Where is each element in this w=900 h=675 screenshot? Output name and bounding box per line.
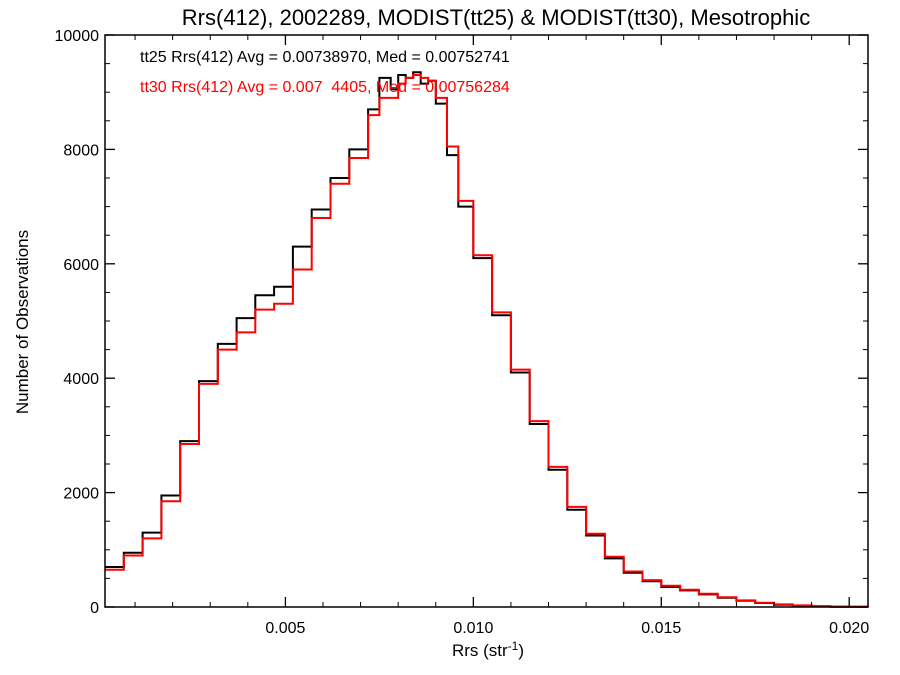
legend-entry-tt25: tt25 Rrs(412) Avg = 0.00738970, Med = 0.… bbox=[140, 49, 510, 66]
y-tick-label: 0 bbox=[90, 600, 99, 617]
x-tick-label: 0.020 bbox=[829, 620, 869, 637]
x-tick-label: 0.010 bbox=[453, 620, 493, 637]
y-axis-label: Number of Observations bbox=[13, 230, 32, 414]
chart-title: Rrs(412), 2002289, MODIST(tt25) & MODIST… bbox=[182, 5, 810, 30]
legend-entry-tt30-hidden-digit: 4 bbox=[322, 79, 331, 96]
x-axis-label-superscript: -1 bbox=[508, 639, 519, 653]
y-tick-label: 2000 bbox=[63, 486, 99, 503]
y-tick-label: 8000 bbox=[63, 142, 99, 159]
x-axis-label-main: Rrs (str bbox=[452, 641, 508, 660]
legend-entry-tt30-end: , Med = 0.00756284 bbox=[367, 79, 510, 96]
legend-entry-tt30: tt30 Rrs(412) Avg = 0.00744405, Med = 0.… bbox=[140, 79, 510, 96]
series-layer bbox=[105, 71, 869, 608]
x-axis-label-tail: ) bbox=[518, 641, 524, 660]
legend-entry-tt30-start: tt30 Rrs(412) Avg = 0.007 bbox=[140, 79, 323, 96]
x-axis-ticks: 0.005 0.010 0.015 0.020 bbox=[134, 35, 869, 637]
y-tick-label: 10000 bbox=[55, 28, 100, 45]
y-tick-label: 4000 bbox=[63, 371, 99, 388]
series-line-tt30 bbox=[105, 74, 869, 608]
x-tick-label: 0.005 bbox=[265, 620, 305, 637]
legend-entry-tt30-middle: 4405 bbox=[331, 79, 367, 96]
y-tick-label: 6000 bbox=[63, 257, 99, 274]
x-axis-label: Rrs (str-1) bbox=[452, 639, 524, 660]
y-axis-ticks: 0 2000 4000 6000 8000 10000 bbox=[55, 28, 868, 617]
x-tick-label: 0.015 bbox=[641, 620, 681, 637]
